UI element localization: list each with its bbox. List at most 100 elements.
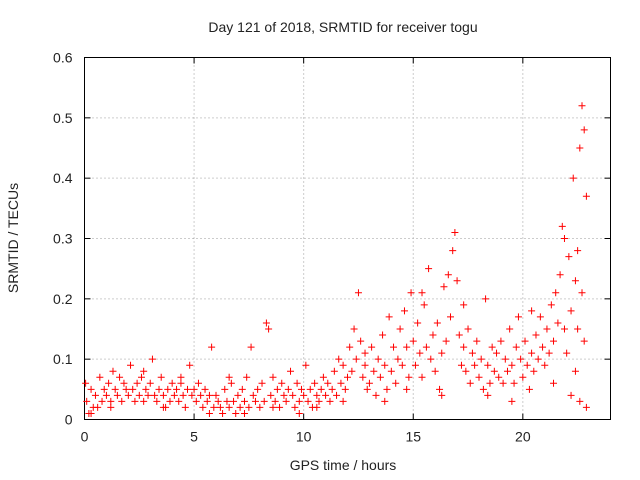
data-point [539, 343, 547, 351]
data-point [433, 319, 441, 327]
data-point [129, 385, 137, 393]
data-point [363, 385, 371, 393]
data-point [304, 397, 312, 405]
data-point [479, 385, 487, 393]
data-point [184, 385, 192, 393]
data-point [357, 337, 365, 345]
data-point [552, 289, 560, 297]
data-point [221, 385, 229, 393]
data-point [124, 391, 132, 399]
data-point [468, 349, 476, 357]
data-point [181, 403, 189, 411]
data-point [223, 397, 231, 405]
y-tick-label: 0.2 [53, 291, 73, 307]
data-point [113, 391, 121, 399]
data-point [471, 361, 479, 369]
data-point [116, 373, 124, 381]
data-point [243, 373, 251, 381]
data-point [133, 379, 141, 387]
data-point [488, 343, 496, 351]
data-point [315, 397, 323, 405]
data-point [205, 391, 213, 399]
data-point [418, 373, 426, 381]
data-point [278, 379, 286, 387]
y-tick-label: 0.6 [53, 50, 73, 66]
plot-frame [84, 57, 611, 420]
data-point [137, 373, 145, 381]
data-point [453, 277, 461, 285]
data-point [398, 361, 406, 369]
data-point [205, 409, 213, 417]
data-point [541, 361, 549, 369]
data-point [151, 391, 159, 399]
data-point [313, 403, 321, 411]
x-tick-label: 10 [296, 429, 312, 445]
chart-title: Day 121 of 2018, SRMTID for receiver tog… [208, 19, 477, 35]
data-point [422, 343, 430, 351]
data-point [578, 102, 586, 110]
data-point [523, 361, 531, 369]
data-point [392, 379, 400, 387]
data-point [534, 355, 542, 363]
data-point [550, 379, 558, 387]
data-point [580, 126, 588, 134]
data-point [265, 325, 273, 333]
data-point [337, 379, 345, 387]
data-point [486, 379, 494, 387]
y-tick: 0.3 [53, 231, 611, 247]
data-point [175, 397, 183, 405]
data-point [400, 307, 408, 315]
data-point [225, 373, 233, 381]
y-tick-label: 0 [65, 412, 73, 428]
data-point [87, 409, 95, 417]
y-tick: 0.6 [53, 50, 611, 66]
data-point [381, 397, 389, 405]
x-tick-label: 15 [405, 429, 421, 445]
data-point [407, 289, 415, 297]
data-point [256, 403, 264, 411]
data-point [227, 379, 235, 387]
data-point [157, 373, 165, 381]
data-point [289, 391, 297, 399]
x-tick-label: 0 [81, 429, 89, 445]
data-point [449, 247, 457, 255]
data-point [416, 349, 424, 357]
tick-group: 0 5 10 15 20 0 0.1 0.2 0.3 0.4 0.5 0.6 [53, 50, 611, 445]
data-point [273, 385, 281, 393]
data-point [322, 391, 330, 399]
data-point [348, 367, 356, 375]
data-point [166, 397, 174, 405]
x-tick: 10 [296, 57, 312, 445]
data-point [98, 397, 106, 405]
data-point [545, 349, 553, 357]
data-point [306, 385, 314, 393]
x-axis-title: GPS time / hours [290, 457, 397, 473]
data-point [405, 373, 413, 381]
data-point [120, 379, 128, 387]
data-point [438, 391, 446, 399]
data-point [258, 379, 266, 387]
data-point [532, 331, 540, 339]
data-point [240, 397, 248, 405]
data-point [164, 385, 172, 393]
y-tick: 0.5 [53, 110, 611, 126]
data-point [565, 253, 573, 261]
data-point [254, 385, 262, 393]
data-point [477, 355, 485, 363]
data-point [484, 361, 492, 369]
data-point [83, 397, 91, 405]
data-point [359, 373, 367, 381]
data-point [194, 379, 202, 387]
x-tick: 20 [515, 57, 531, 445]
data-point [186, 361, 194, 369]
data-point [508, 361, 516, 369]
data-point [102, 391, 110, 399]
data-point [403, 385, 411, 393]
data-point [574, 247, 582, 255]
data-point [159, 391, 167, 399]
data-point [135, 391, 143, 399]
data-point [457, 361, 465, 369]
data-point [276, 403, 284, 411]
data-point [580, 337, 588, 345]
data-point [482, 295, 490, 303]
